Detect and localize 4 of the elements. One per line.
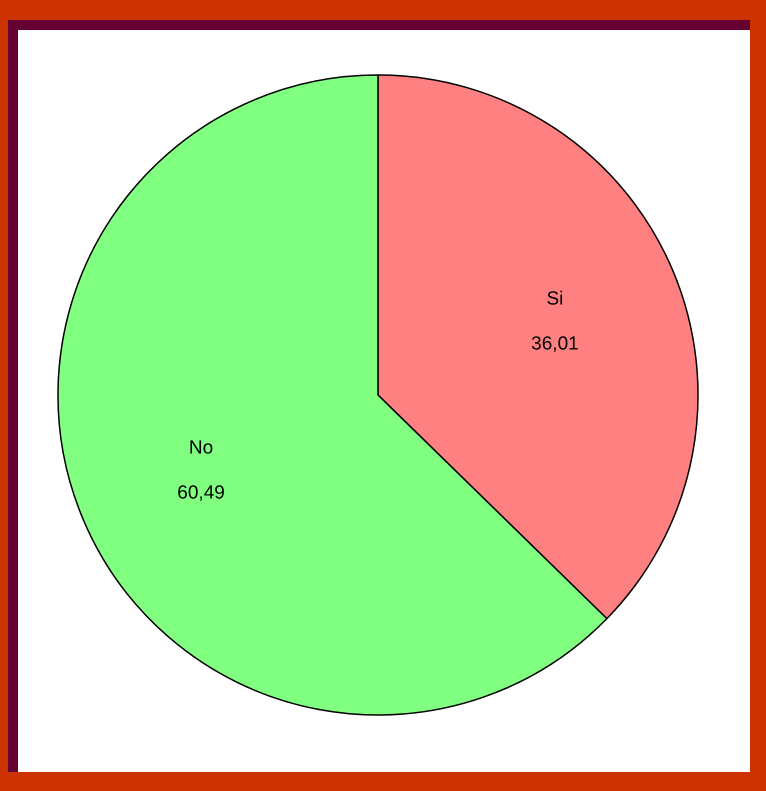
data-label: 60,49	[177, 482, 225, 504]
slice-label: No	[188, 438, 214, 458]
data-label: 36,01	[531, 334, 579, 354]
slice-label: Si	[546, 288, 564, 310]
